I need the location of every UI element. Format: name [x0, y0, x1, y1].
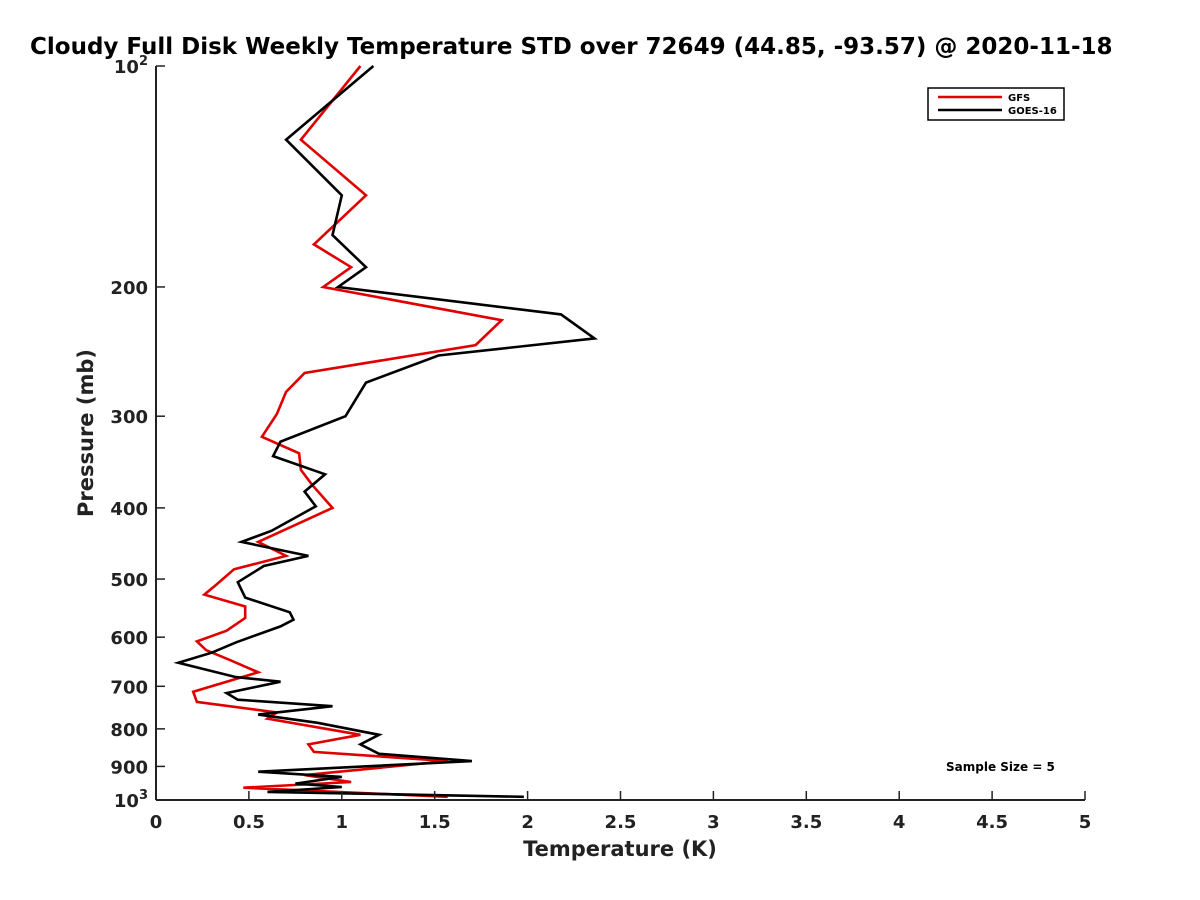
legend-label-goes16: GOES-16: [1008, 106, 1057, 117]
y-tick-label: 500: [110, 570, 148, 591]
y-tick-label: 900: [110, 757, 148, 778]
series-line-goes16: [173, 65, 599, 799]
x-tick-label: 2: [521, 812, 534, 833]
x-tick-label: 3: [707, 812, 720, 833]
y-tick-label: 600: [110, 628, 148, 649]
legend-label-gfs: GFS: [1008, 93, 1030, 104]
y-tick-label: 400: [110, 499, 148, 520]
x-axis-ticks: 0 0.5 1 1.5 2 2.5 3 3.5 4 4.5 5: [150, 791, 1092, 833]
x-tick-label: 0.5: [233, 812, 265, 833]
x-tick-label: 5: [1079, 812, 1092, 833]
x-tick-label: 2.5: [605, 812, 637, 833]
x-tick-label: 4.5: [976, 812, 1008, 833]
sample-size-annotation: Sample Size = 5: [946, 760, 1055, 774]
x-tick-label: 1.5: [419, 812, 451, 833]
chart-title: Cloudy Full Disk Weekly Temperature STD …: [30, 34, 1113, 60]
x-axis-label: Temperature (K): [523, 837, 717, 861]
y-tick-label: 700: [110, 677, 148, 698]
x-tick-label: 1: [336, 812, 349, 833]
x-tick-label: 4: [893, 812, 906, 833]
legend: GFS GOES-16: [927, 87, 1065, 121]
legend-box: [927, 87, 1065, 121]
y-tick-label: 200: [110, 278, 148, 299]
y-tick-label: 103: [114, 788, 148, 812]
series-layer: [173, 65, 599, 799]
y-tick-label: 800: [110, 720, 148, 741]
y-tick-label: 300: [110, 407, 148, 428]
x-tick-label: 3.5: [790, 812, 822, 833]
y-tick-label: 102: [114, 54, 148, 78]
x-tick-label: 0: [150, 812, 163, 833]
axes: [155, 66, 1085, 801]
series-line-gfs: [191, 65, 505, 799]
y-axis-ticks: 102 200 300 400 500 600 700 800 900 103: [110, 54, 165, 812]
y-axis-label: Pressure (mb): [74, 349, 98, 517]
